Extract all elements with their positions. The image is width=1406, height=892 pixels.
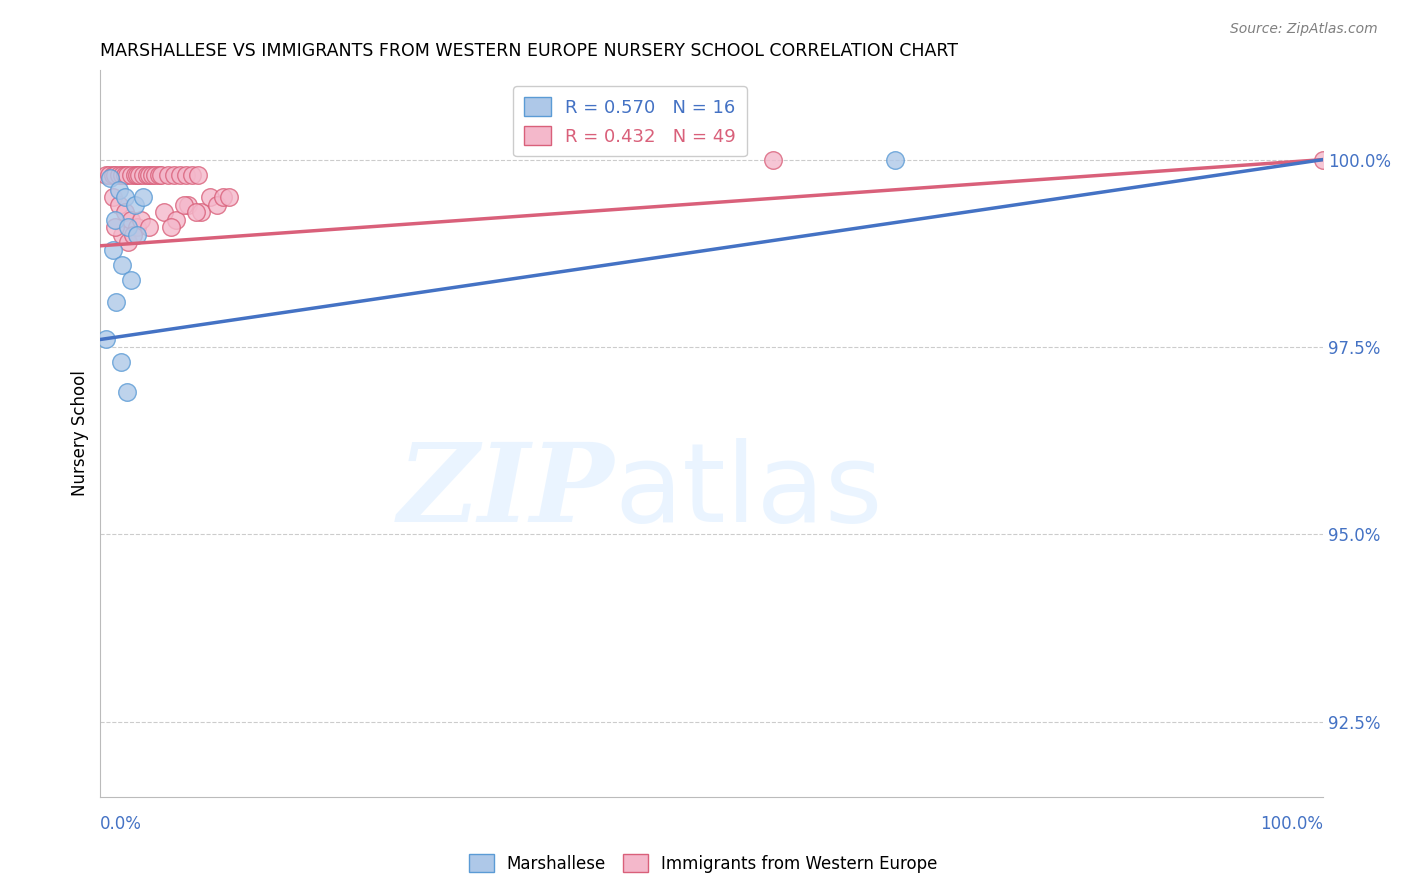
Point: [111, 227, 134, 242]
Text: MARSHALLESE VS IMMIGRANTS FROM WESTERN EUROPE NURSERY SCHOOL CORRELATION CHART: MARSHALLESE VS IMMIGRANTS FROM WESTERN E…: [100, 42, 959, 60]
Point: [97, 168, 120, 182]
Point: [107, 183, 129, 197]
Point: [184, 205, 207, 219]
Point: [120, 212, 142, 227]
Point: [129, 212, 152, 227]
Point: [125, 227, 148, 242]
Point: [135, 168, 157, 182]
Point: [96, 168, 118, 182]
Point: [117, 168, 139, 182]
Point: [153, 205, 176, 219]
Point: [107, 197, 129, 211]
Point: [111, 258, 134, 272]
Y-axis label: Nursery School: Nursery School: [72, 370, 89, 496]
Text: ZIP: ZIP: [398, 438, 614, 545]
Point: [125, 168, 148, 182]
Point: [96, 333, 118, 347]
Point: [101, 168, 124, 182]
Point: [117, 220, 139, 235]
Point: [174, 168, 197, 182]
Point: [132, 190, 155, 204]
Point: [122, 227, 145, 242]
Point: [117, 384, 139, 399]
Point: [190, 205, 212, 219]
Point: [104, 220, 127, 235]
Point: [218, 190, 240, 204]
Point: [120, 272, 142, 286]
Point: [169, 168, 191, 182]
Point: [101, 243, 124, 257]
Point: [132, 168, 155, 182]
Point: [114, 190, 136, 204]
Text: Source: ZipAtlas.com: Source: ZipAtlas.com: [1230, 22, 1378, 37]
Point: [200, 190, 222, 204]
Point: [128, 168, 150, 182]
Text: atlas: atlas: [614, 438, 883, 545]
Point: [98, 171, 121, 186]
Point: [104, 212, 127, 227]
Text: 100.0%: 100.0%: [1260, 815, 1323, 833]
Point: [181, 168, 204, 182]
Point: [165, 212, 187, 227]
Point: [762, 153, 785, 167]
Point: [104, 168, 127, 182]
Point: [150, 168, 173, 182]
Point: [124, 168, 146, 182]
Point: [117, 235, 139, 249]
Point: [111, 168, 134, 182]
Point: [110, 355, 132, 369]
Point: [1312, 153, 1334, 167]
Point: [163, 168, 186, 182]
Point: [114, 168, 136, 182]
Legend: Marshallese, Immigrants from Western Europe: Marshallese, Immigrants from Western Eur…: [461, 847, 945, 880]
Point: [145, 168, 167, 182]
Point: [141, 168, 163, 182]
Point: [114, 205, 136, 219]
Point: [138, 220, 160, 235]
Point: [148, 168, 170, 182]
Text: 0.0%: 0.0%: [100, 815, 142, 833]
Point: [884, 153, 907, 167]
Legend: R = 0.570   N = 16, R = 0.432   N = 49: R = 0.570 N = 16, R = 0.432 N = 49: [513, 86, 747, 156]
Point: [177, 197, 200, 211]
Point: [156, 168, 179, 182]
Point: [125, 220, 148, 235]
Point: [107, 168, 129, 182]
Point: [160, 220, 183, 235]
Point: [205, 197, 228, 211]
Point: [138, 168, 160, 182]
Point: [101, 190, 124, 204]
Point: [124, 197, 146, 211]
Point: [120, 168, 142, 182]
Point: [187, 168, 209, 182]
Point: [105, 295, 128, 310]
Point: [211, 190, 233, 204]
Point: [173, 197, 195, 211]
